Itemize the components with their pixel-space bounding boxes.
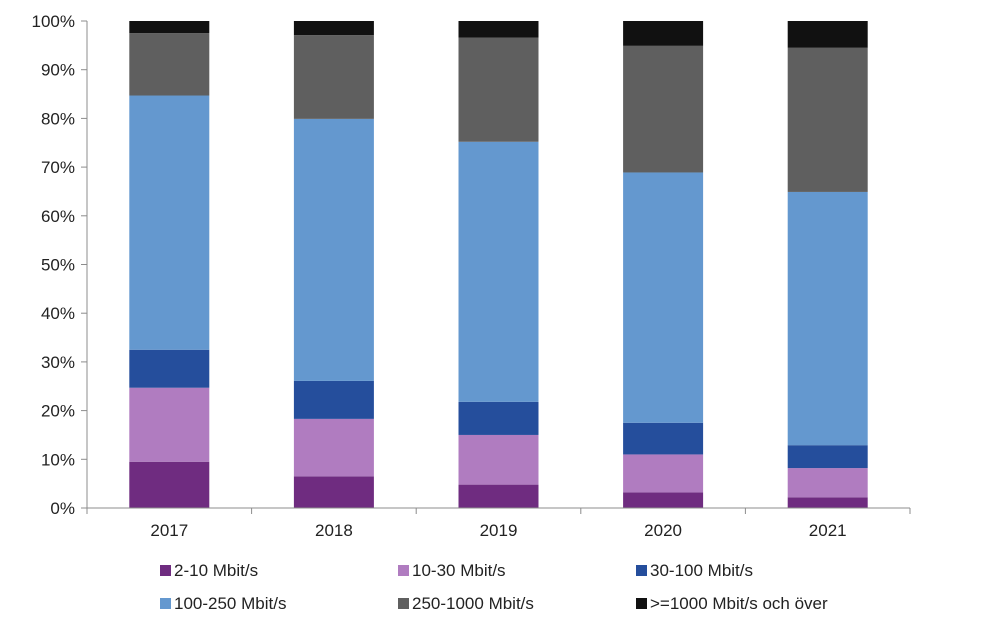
bar-segment-2019-series-3 bbox=[458, 401, 539, 435]
legend-item: 10-30 Mbit/s bbox=[398, 561, 506, 580]
bar-segment-2020-series-3 bbox=[623, 422, 704, 455]
y-tick-label: 10% bbox=[41, 450, 75, 469]
bar-segment-2017-series-2 bbox=[129, 387, 210, 462]
legend-item: 2-10 Mbit/s bbox=[160, 561, 258, 580]
bar-segment-2021-series-1 bbox=[787, 497, 868, 508]
legend-swatch bbox=[398, 598, 409, 609]
bar-segment-2018-series-3 bbox=[293, 380, 374, 419]
bar-segment-2019-series-5 bbox=[458, 37, 539, 142]
bar-segment-2021-series-5 bbox=[787, 47, 868, 192]
bar-segment-2021-series-2 bbox=[787, 468, 868, 498]
legend-label: 10-30 Mbit/s bbox=[412, 561, 506, 580]
legend-swatch bbox=[398, 565, 409, 576]
bar-segment-2020-series-5 bbox=[623, 45, 704, 173]
bar-segment-2018-series-5 bbox=[293, 35, 374, 119]
y-tick-label: 50% bbox=[41, 256, 75, 275]
legend-item: 250-1000 Mbit/s bbox=[398, 594, 534, 613]
bar-segment-2021-series-4 bbox=[787, 191, 868, 446]
bar-segment-2018-series-2 bbox=[293, 418, 374, 477]
bar-segment-2017-series-4 bbox=[129, 95, 210, 350]
y-tick-label: 80% bbox=[41, 109, 75, 128]
bar-segment-2019-series-6 bbox=[458, 21, 539, 38]
y-tick-label: 30% bbox=[41, 353, 75, 372]
bar-segment-2020-series-1 bbox=[623, 492, 704, 508]
legend-item: >=1000 Mbit/s och över bbox=[636, 594, 828, 613]
y-tick-label: 90% bbox=[41, 61, 75, 80]
x-tick-label: 2019 bbox=[480, 521, 518, 540]
bar-segment-2018-series-6 bbox=[293, 21, 374, 36]
legend-label: 100-250 Mbit/s bbox=[174, 594, 286, 613]
y-tick-label: 40% bbox=[41, 304, 75, 323]
y-tick-label: 100% bbox=[32, 12, 75, 31]
bar-segment-2020-series-6 bbox=[623, 21, 704, 46]
bar-segment-2017-series-5 bbox=[129, 33, 210, 96]
x-tick-label: 2018 bbox=[315, 521, 353, 540]
y-tick-label: 20% bbox=[41, 402, 75, 421]
bar-segment-2021-series-6 bbox=[787, 21, 868, 48]
x-tick-label: 2021 bbox=[809, 521, 847, 540]
y-tick-label: 0% bbox=[50, 499, 75, 518]
legend-label: 2-10 Mbit/s bbox=[174, 561, 258, 580]
y-tick-label: 60% bbox=[41, 207, 75, 226]
legend-label: >=1000 Mbit/s och över bbox=[650, 594, 828, 613]
legend-swatch bbox=[636, 565, 647, 576]
y-tick-label: 70% bbox=[41, 158, 75, 177]
bar-segment-2019-series-2 bbox=[458, 434, 539, 485]
x-tick-label: 2020 bbox=[644, 521, 682, 540]
bar-segment-2017-series-1 bbox=[129, 461, 210, 508]
bar-segment-2020-series-4 bbox=[623, 172, 704, 423]
bar-segment-2017-series-6 bbox=[129, 21, 210, 34]
legend-swatch bbox=[160, 598, 171, 609]
legend-item: 30-100 Mbit/s bbox=[636, 561, 753, 580]
legend-label: 250-1000 Mbit/s bbox=[412, 594, 534, 613]
bar-segment-2020-series-2 bbox=[623, 454, 704, 493]
bar-segment-2021-series-3 bbox=[787, 445, 868, 469]
bar-segment-2019-series-4 bbox=[458, 141, 539, 402]
bar-segment-2018-series-1 bbox=[293, 476, 374, 508]
legend-label: 30-100 Mbit/s bbox=[650, 561, 753, 580]
legend-swatch bbox=[160, 565, 171, 576]
bar-segment-2017-series-3 bbox=[129, 349, 210, 388]
legend-item: 100-250 Mbit/s bbox=[160, 594, 286, 613]
legend-swatch bbox=[636, 598, 647, 609]
x-tick-label: 2017 bbox=[150, 521, 188, 540]
bar-segment-2018-series-4 bbox=[293, 118, 374, 381]
bar-segment-2019-series-1 bbox=[458, 484, 539, 508]
